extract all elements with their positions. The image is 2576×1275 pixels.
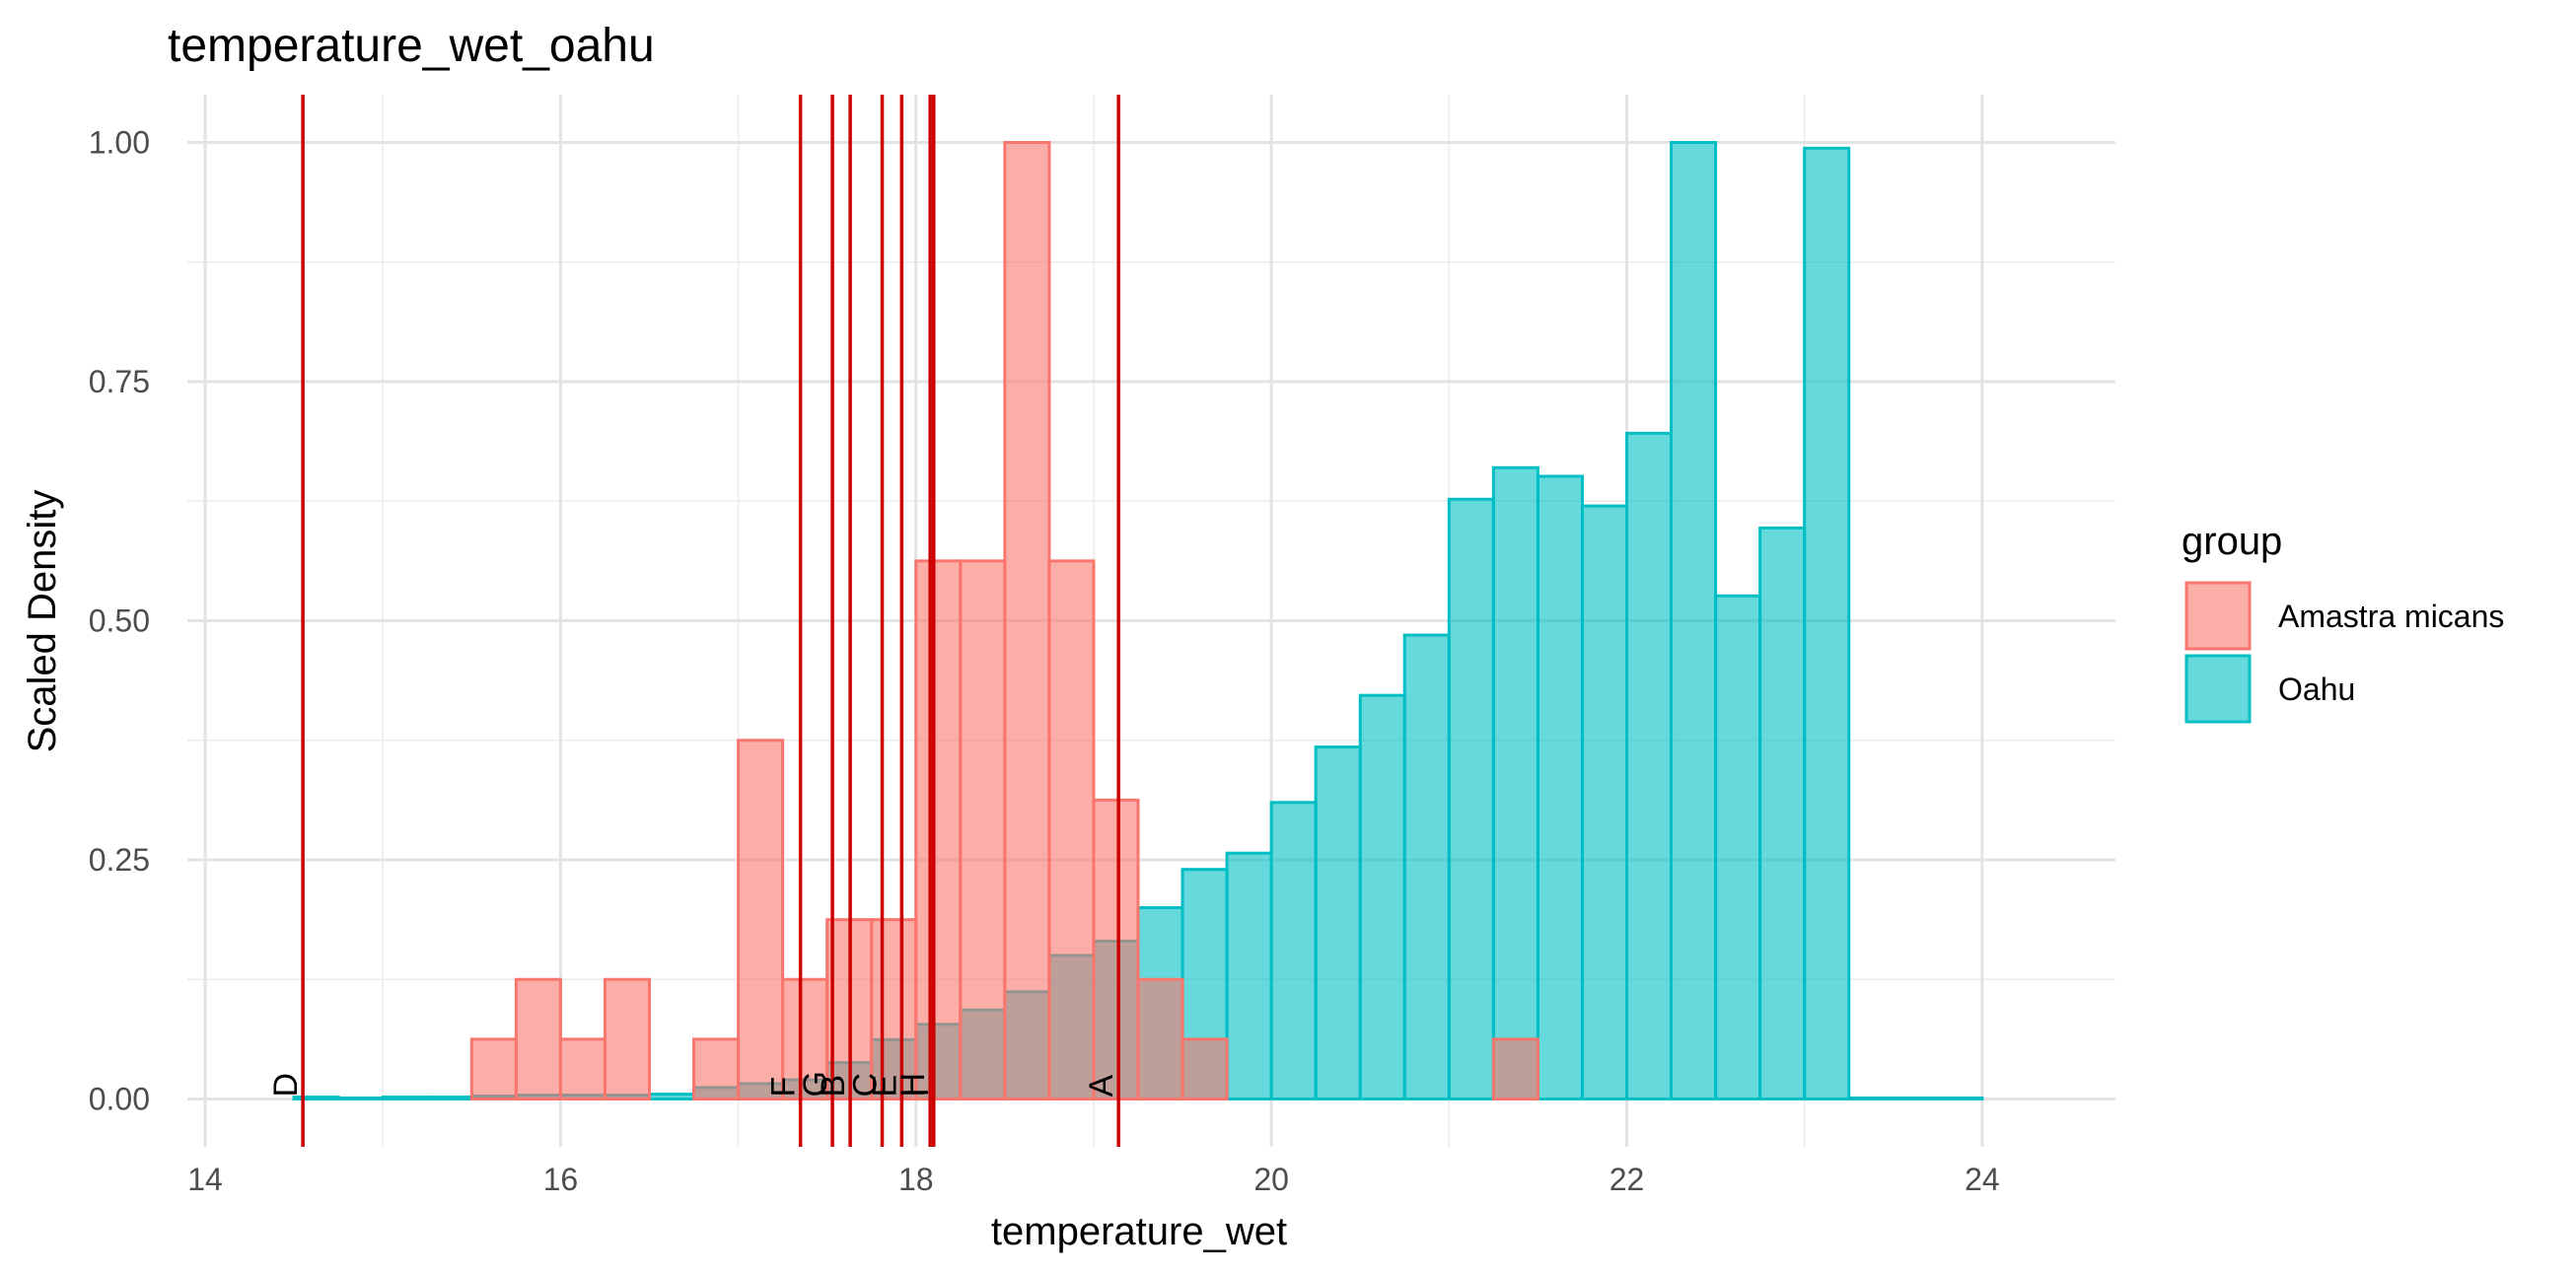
amastra-micans-bar — [514, 977, 562, 1100]
legend-key-amastra-micans — [2184, 581, 2252, 651]
oahu-bar — [1491, 465, 1539, 1100]
y-tick-label: 0.75 — [89, 364, 150, 399]
reference-line-label-A: A — [1083, 1075, 1120, 1098]
amastra-micans-bar — [558, 1037, 607, 1100]
oahu-bar — [1536, 474, 1584, 1100]
amastra-micans-bar — [914, 559, 963, 1100]
oahu-bar — [1225, 851, 1273, 1101]
x-tick-label: 16 — [543, 1162, 579, 1197]
amastra-micans-bar — [870, 918, 918, 1100]
x-tick-label: 22 — [1610, 1162, 1645, 1197]
y-tick-label: 0.50 — [89, 603, 150, 639]
reference-line-label-F: F — [765, 1077, 803, 1098]
y-axis-title: Scaled Density — [21, 490, 64, 753]
reference-line-label-D: D — [267, 1073, 305, 1098]
amastra-micans-bar — [469, 1037, 518, 1100]
reference-line-label-E: E — [866, 1075, 903, 1098]
oahu-bar — [1936, 1097, 1984, 1101]
legend-label-amastra-micans: Amastra micans — [2278, 599, 2504, 634]
amastra-micans-bar — [1003, 141, 1051, 1100]
x-tick-label: 14 — [187, 1162, 223, 1197]
amastra-micans-bar — [1491, 1037, 1539, 1100]
oahu-bar — [1358, 693, 1406, 1100]
oahu-bar — [647, 1093, 696, 1101]
oahu-bar — [1847, 1097, 1896, 1101]
x-tick-label: 20 — [1253, 1162, 1289, 1197]
amastra-micans-bar — [1047, 559, 1096, 1100]
reference-line-label-H: H — [894, 1073, 932, 1098]
y-tick-label: 0.25 — [89, 842, 150, 878]
oahu-bar — [1624, 431, 1674, 1100]
oahu-bar — [1269, 801, 1318, 1100]
amastra-micans-bar — [603, 977, 651, 1100]
y-tick-label: 0.00 — [89, 1082, 150, 1117]
x-tick-label: 18 — [898, 1162, 934, 1197]
oahu-bar — [425, 1096, 473, 1101]
reference-line-label-G: G — [797, 1071, 834, 1097]
oahu-bar — [1803, 146, 1851, 1100]
x-tick-label: 24 — [1965, 1162, 2000, 1197]
amastra-micans-bar — [1136, 977, 1184, 1100]
oahu-bar — [1580, 504, 1628, 1100]
amastra-micans-bar — [737, 739, 785, 1100]
amastra-micans-bars — [469, 141, 1539, 1100]
amastra-micans-bar — [692, 1037, 741, 1100]
oahu-bar — [1758, 526, 1807, 1100]
legend: group Amastra micans Oahu — [2182, 520, 2504, 724]
y-tick-label: 1.00 — [89, 125, 150, 161]
amastra-micans-bar — [959, 559, 1007, 1100]
oahu-bar — [336, 1097, 385, 1101]
amastra-micans-bar — [1092, 798, 1140, 1100]
legend-key-oahu — [2184, 654, 2252, 724]
chart-title: temperature_wet_oahu — [168, 20, 655, 72]
oahu-bar — [1670, 141, 1718, 1100]
reference-line-label-I: I — [898, 1088, 936, 1097]
legend-label-oahu: Oahu — [2278, 672, 2355, 707]
oahu-bar — [1402, 633, 1451, 1100]
oahu-bar — [381, 1096, 429, 1101]
reference-line-label-C: C — [847, 1073, 885, 1098]
x-axis-title: temperature_wet — [991, 1210, 1287, 1253]
reference-line-label-B: B — [815, 1075, 852, 1098]
x-axis-ticks: 14 16 18 20 22 24 — [187, 1162, 1999, 1197]
oahu-bar — [1314, 745, 1362, 1100]
oahu-bar — [1892, 1097, 1940, 1101]
oahu-bar — [1714, 594, 1762, 1101]
legend-title: group — [2182, 520, 2282, 563]
oahu-bar — [1447, 497, 1495, 1100]
y-axis-ticks: 0.00 0.25 0.50 0.75 1.00 — [89, 125, 150, 1117]
amastra-micans-bar — [1181, 1037, 1229, 1100]
amastra-micans-bar — [781, 977, 829, 1100]
